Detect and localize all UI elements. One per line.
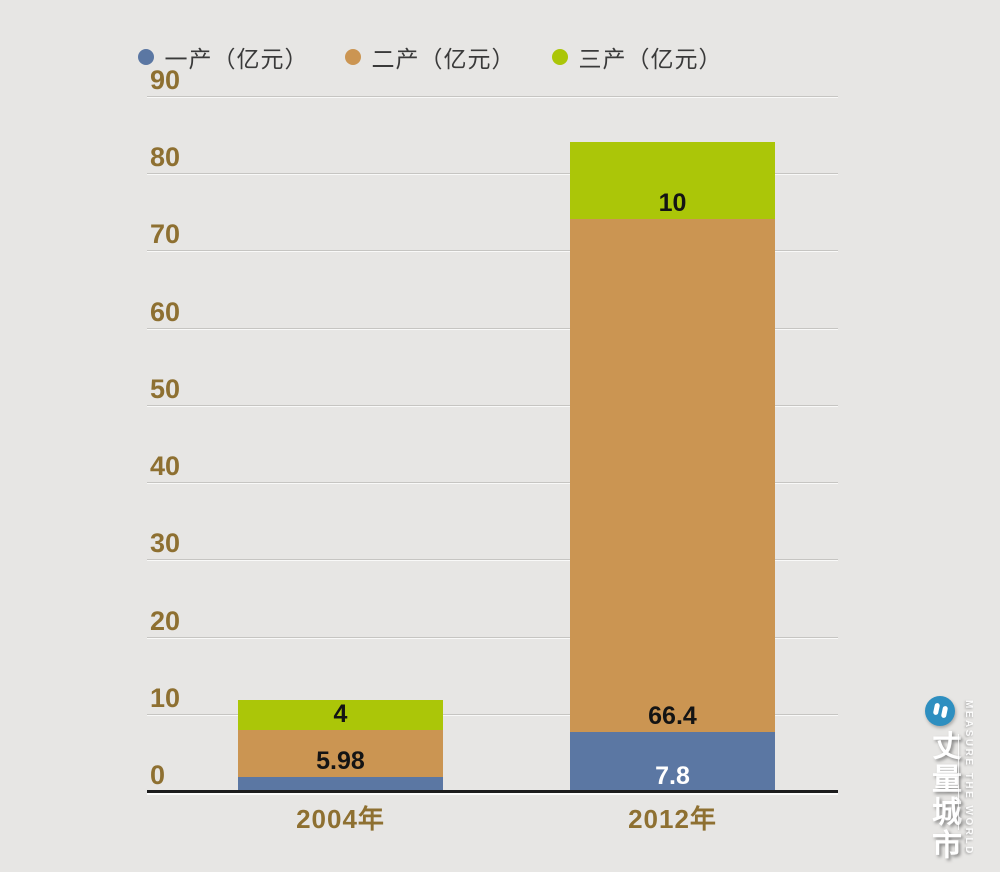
legend-label: 一产（亿元） (164, 46, 309, 72)
legend-item-1: 一产（亿元） (137, 40, 309, 74)
legend-marker-icon (551, 49, 568, 65)
watermark-chinese-text: 丈量城市 (927, 730, 960, 862)
y-axis-tick-label: 80 (150, 142, 181, 173)
legend-label: 二产（亿元） (371, 46, 516, 72)
legend-marker-icon (137, 49, 154, 65)
y-axis-tick-label: 70 (150, 219, 181, 250)
data-label: 5.98 (316, 746, 365, 775)
data-label: 10 (658, 189, 687, 218)
gridline (147, 173, 838, 175)
gridline (147, 404, 838, 406)
legend-marker-icon (344, 49, 361, 65)
bar-segment: 7.8 (570, 731, 775, 792)
bar-segment: 66.4 (570, 219, 775, 732)
bar-segment (238, 776, 443, 792)
gridline (147, 250, 838, 252)
watermark-english-text: MEASURE THE WORLD (963, 700, 974, 856)
bar-2004年: 5.98 4 (238, 699, 443, 792)
gridline (147, 482, 838, 484)
y-axis-tick-label: 10 (150, 682, 181, 713)
legend-label: 三产（亿元） (578, 46, 723, 72)
gridline (147, 96, 838, 97)
x-axis-label: 2004年 (296, 804, 385, 834)
logo-footprint-icon (932, 702, 941, 716)
legend-item-2: 二产（亿元） (344, 40, 516, 74)
y-axis-tick-label: 30 (150, 528, 181, 559)
gridline (147, 636, 838, 638)
y-axis-tick-label: 60 (150, 296, 181, 327)
bar-segment: 4 (238, 699, 443, 731)
watermark-divider (958, 734, 959, 830)
legend-item-3: 三产（亿元） (551, 40, 723, 74)
watermark: 丈量城市 MEASURE THE WORLD (918, 692, 990, 868)
bar-segment: 10 (570, 141, 775, 220)
data-label: 4 (333, 700, 348, 729)
data-label: 66.4 (648, 701, 697, 730)
x-axis-label: 2012年 (628, 804, 717, 834)
bar-segment: 5.98 (238, 730, 443, 777)
gridline (147, 713, 838, 715)
gridline (147, 327, 838, 329)
logo-footprint-icon (940, 705, 949, 719)
y-axis-tick-label: 90 (150, 65, 181, 95)
y-axis-tick-label: 50 (150, 373, 181, 404)
y-axis-tick-label: 0 (150, 760, 166, 790)
bar-2012年: 7.8 66.4 10 (570, 141, 775, 792)
data-label: 7.8 (655, 762, 690, 790)
measure-the-world-logo-icon (925, 696, 955, 726)
gridline (147, 559, 838, 561)
x-axis-line (147, 790, 838, 793)
y-axis-tick-label: 40 (150, 451, 181, 482)
legend: 一产（亿元） 二产（亿元） 三产（亿元） (0, 40, 860, 74)
y-axis-tick-label: 20 (150, 605, 181, 636)
